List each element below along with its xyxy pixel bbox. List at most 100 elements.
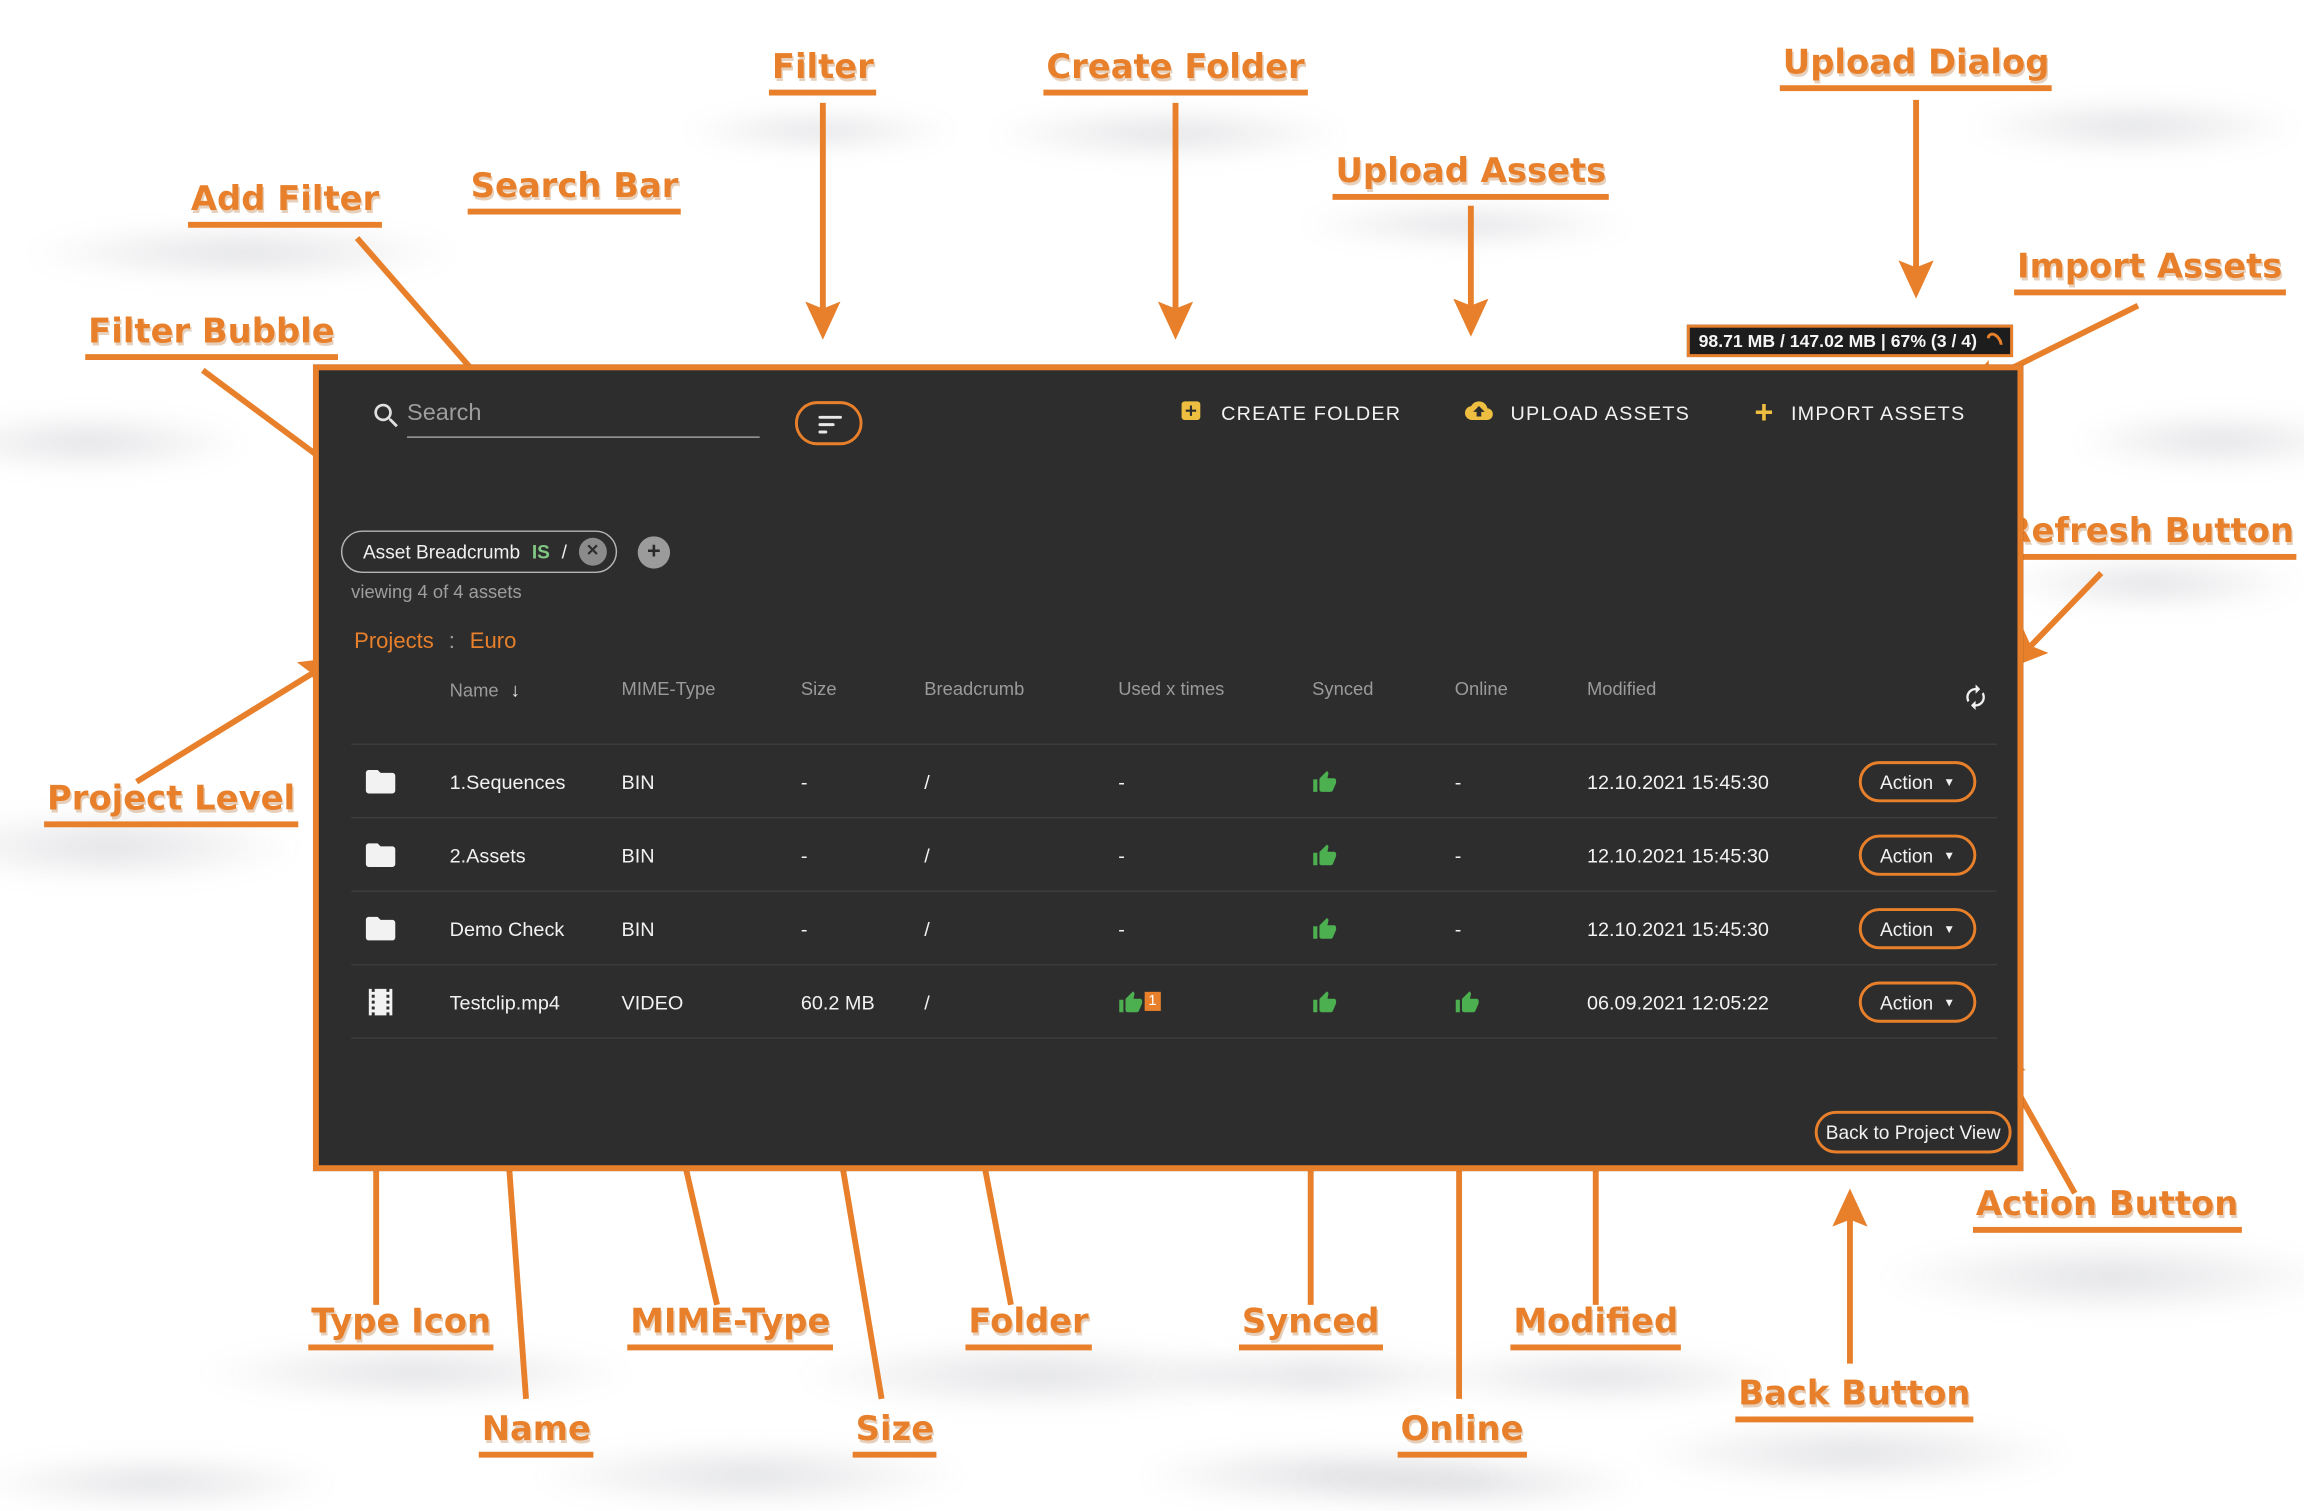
shadow-blob (1410, 1347, 1793, 1407)
filter-button[interactable] (794, 401, 863, 446)
table-row[interactable]: Demo Check BIN - / - - 12.10.2021 15:45:… (351, 892, 1997, 966)
action-button[interactable]: Action ▼ (1858, 761, 1977, 803)
mime-type-cell: BIN (621, 844, 655, 867)
breadcrumb-projects-link[interactable]: Projects (354, 628, 434, 654)
upload-assets-button[interactable]: UPLOAD ASSETS (1464, 391, 1690, 435)
column-header-synced[interactable]: Synced (1312, 678, 1374, 700)
synced-cell (1312, 745, 1337, 818)
modified-cell: 12.10.2021 15:45:30 (1586, 917, 1769, 940)
used-x-times-cell: 1 (1118, 965, 1161, 1038)
online-cell (1455, 965, 1480, 1038)
refresh-icon (1962, 684, 1990, 716)
column-header-used-x-times[interactable]: Used x times (1118, 678, 1225, 700)
used-x-times-cell: - (1118, 770, 1125, 793)
filter-chip-field: Asset Breadcrumb (362, 540, 521, 563)
asset-table-body: 1.Sequences BIN - / - - 12.10.2021 15:45… (351, 743, 1997, 1039)
thumb-up-icon (1313, 917, 1337, 939)
table-row[interactable]: 1.Sequences BIN - / - - 12.10.2021 15:45… (351, 745, 1997, 819)
used-x-times-cell: - (1118, 917, 1125, 940)
refresh-button[interactable] (1962, 683, 1990, 715)
shadow-blob (1964, 98, 2303, 155)
shadow-blob (1297, 202, 1636, 247)
mime-type-cell: BIN (621, 770, 655, 793)
used-count-badge: 1 (1144, 991, 1161, 1011)
size-cell: - (800, 844, 808, 867)
thumb-up-icon (1119, 990, 1143, 1012)
breadcrumb: Projects : Euro (354, 629, 516, 654)
column-header-size[interactable]: Size (800, 678, 837, 700)
annotation-name: Name (478, 1412, 594, 1458)
size-cell: - (800, 917, 808, 940)
column-header-name[interactable]: Name ↓ (449, 678, 520, 701)
search-input[interactable] (407, 390, 760, 438)
used-x-times-cell: - (1118, 844, 1125, 867)
shadow-blob (0, 808, 302, 885)
annotation-upload-assets: Upload Assets (1332, 154, 1610, 201)
size-cell: 60.2 MB (800, 991, 875, 1014)
thumb-up-icon (1313, 843, 1337, 865)
action-button-label: Action (1880, 770, 1934, 793)
plus-icon: + (1754, 393, 1774, 431)
table-header: Name ↓ MIME-Type Size Breadcrumb Used x t… (319, 679, 2018, 723)
filter-chip-operator: IS (531, 540, 550, 563)
shadow-blob (984, 107, 1352, 161)
create-folder-button[interactable]: CREATE FOLDER (1178, 391, 1401, 435)
annotation-modified: Modified (1510, 1305, 1682, 1351)
column-header-breadcrumb[interactable]: Breadcrumb (924, 678, 1025, 700)
breadcrumb-cell: / (924, 770, 930, 793)
film-icon (363, 965, 398, 1038)
breadcrumb-cell: / (924, 917, 930, 940)
annotation-upload-dialog: Upload Dialog (1779, 45, 2053, 92)
import-assets-button[interactable]: + IMPORT ASSETS (1754, 391, 1965, 435)
action-button[interactable]: Action ▼ (1858, 981, 1977, 1023)
shadow-blob (1996, 556, 2304, 610)
annotation-filter: Filter (768, 50, 877, 96)
column-header-online[interactable]: Online (1454, 678, 1508, 700)
column-header-mime-type[interactable]: MIME-Type (621, 678, 716, 700)
asset-name: Testclip.mp4 (449, 991, 560, 1014)
modified-cell: 12.10.2021 15:45:30 (1586, 844, 1769, 867)
synced-cell (1312, 892, 1337, 965)
spinner-icon (1984, 329, 2006, 353)
breadcrumb-cell: / (924, 991, 930, 1014)
close-icon[interactable]: ✕ (578, 537, 607, 566)
thumb-up-icon (1455, 990, 1479, 1012)
search-icon (370, 400, 402, 440)
shadow-blob (1876, 1238, 2304, 1316)
annotation-project-level: Project Level (44, 782, 299, 828)
column-header-modified[interactable]: Modified (1586, 678, 1657, 700)
table-row[interactable]: 2.Assets BIN - / - - 12.10.2021 15:45:30… (351, 818, 1997, 892)
back-to-project-view-button[interactable]: Back to Project View (1814, 1110, 2012, 1154)
annotation-back-button: Back Button (1735, 1377, 1974, 1423)
synced-cell (1312, 818, 1337, 891)
annotation-folder: Folder (965, 1305, 1092, 1351)
annotation-mime-type: MIME-Type (627, 1305, 834, 1351)
sort-desc-icon: ↓ (510, 678, 520, 701)
caret-down-icon: ▼ (1943, 775, 1956, 789)
asset-manager-panel: CREATE FOLDER UPLOAD ASSETS + IMPORT ASS… (312, 364, 2024, 1172)
table-row[interactable]: Testclip.mp4 VIDEO 60.2 MB / 1 06.09.202… (351, 965, 1997, 1039)
shadow-blob (195, 1341, 637, 1404)
online-cell: - (1454, 844, 1462, 867)
thumb-up-icon (1313, 770, 1337, 792)
folder-icon (363, 818, 398, 891)
breadcrumb-cell: / (924, 844, 930, 867)
asset-name: Demo Check (449, 917, 565, 940)
annotation-online: Online (1397, 1412, 1527, 1458)
annotation-create-folder: Create Folder (1043, 50, 1308, 96)
breadcrumb-current-level[interactable]: Euro (469, 628, 517, 654)
caret-down-icon: ▼ (1943, 922, 1956, 936)
folder-icon (363, 892, 398, 965)
viewing-count: viewing 4 of 4 assets (351, 581, 522, 603)
annotation-action-button: Action Button (1972, 1187, 2242, 1234)
caret-down-icon: ▼ (1943, 848, 1956, 862)
upload-cloud-icon (1464, 397, 1493, 429)
add-filter-button[interactable]: + (637, 536, 671, 569)
action-button[interactable]: Action ▼ (1858, 834, 1977, 876)
action-button-label: Action (1880, 917, 1934, 940)
action-button[interactable]: Action ▼ (1858, 908, 1977, 950)
annotation-search-bar: Search Bar (467, 169, 682, 215)
caret-down-icon: ▼ (1943, 995, 1956, 1009)
filter-chip-value: / (561, 540, 567, 563)
